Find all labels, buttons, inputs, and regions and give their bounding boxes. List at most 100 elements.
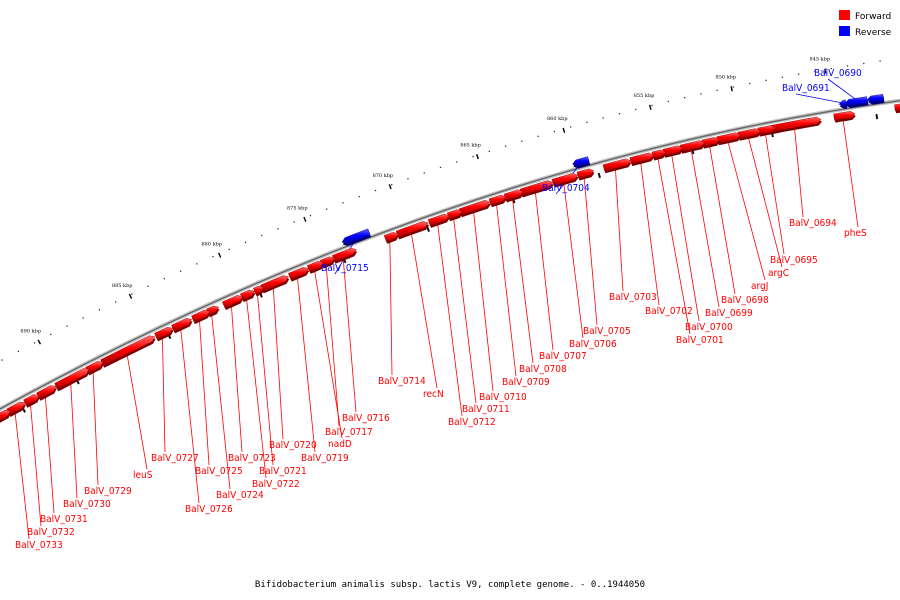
gene-BalV_0704[interactable] [572,156,591,169]
gene-BalV_0708[interactable] [503,189,524,203]
gene-arrow[interactable] [319,256,335,267]
gene-BalV_0733[interactable] [6,401,26,417]
gene-arrow[interactable] [260,275,289,292]
gene-label-BalV_0732[interactable]: BalV_0732 [27,527,75,538]
gene-BalV_0721[interactable] [253,285,265,297]
gene-label-recN[interactable]: recN [423,389,444,400]
gene-arrow[interactable] [679,140,705,152]
gene-arrow[interactable] [240,289,255,301]
gene-BalV_0701[interactable] [651,149,667,161]
gene-label-BalV_0716[interactable]: BalV_0716 [342,413,390,424]
gene-label-BalV_0707[interactable]: BalV_0707 [539,351,587,362]
gene-BalV_0715[interactable] [341,228,371,246]
gene-label-BalV_0691[interactable]: BalV_0691 [782,83,830,94]
gene-label-BalV_0709[interactable]: BalV_0709 [502,377,550,388]
gene-pheS[interactable] [833,111,856,123]
gene-BalV_0706[interactable] [551,172,579,188]
gene-arrow[interactable] [331,247,357,262]
gene-arrow[interactable] [23,394,40,406]
gene-arrow[interactable] [716,132,741,144]
gene-label-BalV_0729[interactable]: BalV_0729 [84,486,132,497]
gene-label-BalV_0702[interactable]: BalV_0702 [645,306,693,317]
gene-arrow[interactable] [36,385,57,399]
gene-BalV_0711[interactable] [446,209,463,222]
gene-label-BalV_0719[interactable]: BalV_0719 [301,453,349,464]
gene-BalV_0716[interactable] [331,247,358,264]
gene-BalV_0722[interactable] [240,289,256,303]
gene-label-BalV_0701[interactable]: BalV_0701 [676,335,724,346]
gene-leuS[interactable] [100,335,156,368]
gene-BalV_0729[interactable] [85,361,104,376]
gene-BalV_0703[interactable] [602,158,632,174]
gene-label-argC[interactable]: argC [768,268,789,279]
gene-arrow[interactable] [651,149,666,159]
gene-arrow[interactable] [519,180,554,196]
gene-label-BalV_0725[interactable]: BalV_0725 [195,466,243,477]
gene-arrow[interactable] [191,309,211,323]
gene-label-BalV_0717[interactable]: BalV_0717 [325,427,373,438]
gene-arrow[interactable] [222,295,243,309]
gene-arrow[interactable] [838,99,847,108]
gene-arrow[interactable] [100,335,156,366]
gene-BalV_0707[interactable] [519,180,554,198]
gene-label-BalV_0710[interactable]: BalV_0710 [479,392,527,403]
gene-BalV_0700[interactable] [662,145,684,158]
gene-label-BalV_0706[interactable]: BalV_0706 [569,339,617,350]
gene-arrow[interactable] [488,194,507,206]
gene-BalV_0725[interactable] [191,309,211,325]
gene-nadD[interactable] [306,260,325,274]
gene-BalV_0720[interactable] [260,275,290,294]
gene-label-BalV_0727[interactable]: BalV_0727 [151,453,199,464]
gene-BalV_0705[interactable] [576,168,595,181]
gene-BalV_0727[interactable] [154,326,174,342]
gene-label-BalV_0731[interactable]: BalV_0731 [40,514,88,525]
gene-label-BalV_0695[interactable]: BalV_0695 [770,255,818,266]
gene-arrow[interactable] [662,145,683,156]
gene-arrow[interactable] [757,125,776,135]
gene-BalV_0731[interactable] [36,385,57,401]
gene-argC[interactable] [737,128,762,141]
gene-label-BalV_0711[interactable]: BalV_0711 [462,404,510,415]
gene-BalV_0719[interactable] [288,266,310,282]
gene-label-BalV_0722[interactable]: BalV_0722 [252,479,300,490]
gene-BalV_0714[interactable] [383,231,399,244]
gene-label-pheS[interactable]: pheS [844,228,867,239]
gene-label-BalV_0698[interactable]: BalV_0698 [721,295,769,306]
gene-BalV_0709[interactable] [488,194,507,208]
gene-label-BalV_0733[interactable]: BalV_0733 [15,540,63,551]
gene-BalV_0691[interactable] [838,99,848,109]
gene-arrow[interactable] [54,368,90,390]
gene-BalV_0732[interactable] [23,394,40,408]
gene-partial-forward-0[interactable] [0,409,11,424]
gene-BalV_0702[interactable] [629,152,655,167]
gene-label-argJ[interactable]: argJ [751,281,768,292]
gene-BalV_0724[interactable] [206,305,220,318]
gene-label-BalV_0726[interactable]: BalV_0726 [185,504,233,515]
gene-label-BalV_0715[interactable]: BalV_0715 [321,263,369,274]
gene-arrow[interactable] [602,158,631,172]
gene-BalV_0730[interactable] [54,368,90,392]
gene-BalV_0710[interactable] [458,199,491,218]
gene-arrow[interactable] [770,116,822,133]
gene-label-BalV_0704[interactable]: BalV_0704 [542,183,590,194]
gene-arrow[interactable] [833,111,856,121]
gene-arrow[interactable] [306,260,324,272]
gene-arrow[interactable] [446,209,463,220]
gene-arrow[interactable] [288,266,309,280]
gene-label-BalV_0703[interactable]: BalV_0703 [609,292,657,303]
gene-label-BalV_0694[interactable]: BalV_0694 [789,218,837,229]
gene-partial-reverse-0[interactable] [866,93,885,105]
gene-label-nadD[interactable]: nadD [328,439,352,450]
gene-arrow[interactable] [551,172,579,186]
gene-label-BalV_0724[interactable]: BalV_0724 [216,490,264,501]
gene-arrow[interactable] [0,409,11,422]
gene-arrow[interactable] [206,305,220,316]
gene-BalV_0695[interactable] [757,125,776,137]
gene-arrow[interactable] [629,152,654,165]
gene-argJ[interactable] [716,132,742,146]
gene-label-BalV_0699[interactable]: BalV_0699 [705,308,753,319]
gene-label-BalV_0705[interactable]: BalV_0705 [583,326,631,337]
gene-arrow[interactable] [458,199,491,216]
gene-label-BalV_0690[interactable]: BalV_0690 [814,68,862,79]
gene-arrow[interactable] [6,401,26,416]
